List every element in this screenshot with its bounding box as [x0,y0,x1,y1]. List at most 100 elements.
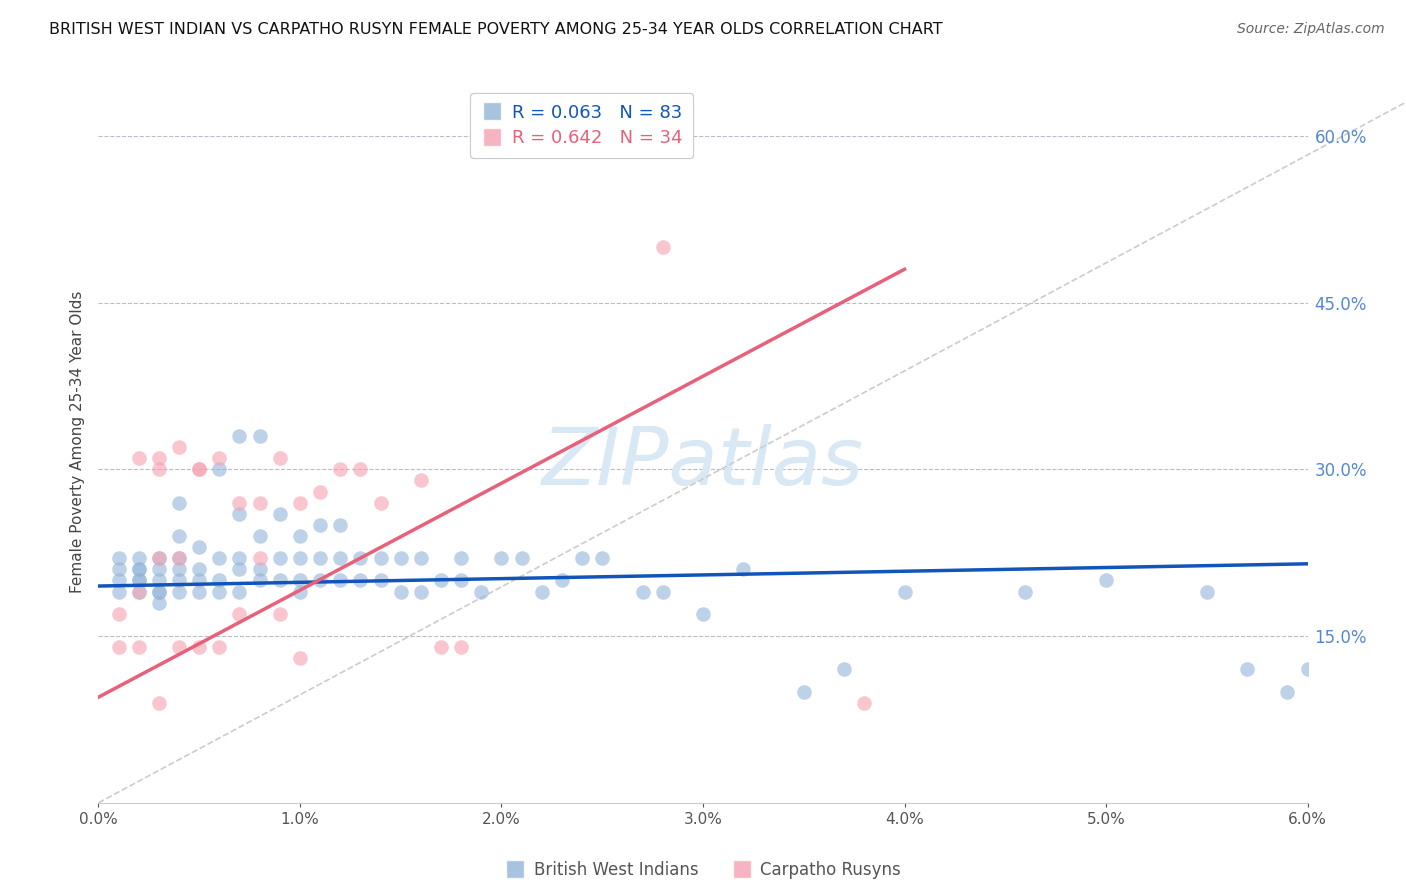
Point [430,640,453,655]
Point [288,551,311,566]
Point [148,596,170,610]
Point [631,584,654,599]
Point [228,607,250,621]
Point [269,451,291,466]
Point [269,551,291,566]
Point [208,451,231,466]
Point [1195,584,1218,599]
Point [148,574,170,588]
Point [249,429,271,443]
Point [450,574,472,588]
Point [793,684,815,698]
Point [208,640,231,655]
Point [409,584,432,599]
Point [309,574,332,588]
Point [329,462,352,476]
Point [167,440,190,454]
Point [107,562,129,576]
Point [228,507,250,521]
Point [370,551,392,566]
Point [128,640,150,655]
Point [208,551,231,566]
Point [167,640,190,655]
Point [107,574,129,588]
Point [148,584,170,599]
Point [167,496,190,510]
Point [288,651,311,665]
Point [692,607,714,621]
Point [128,574,150,588]
Point [329,551,352,566]
Point [288,584,311,599]
Point [128,562,150,576]
Point [1095,574,1118,588]
Point [510,551,533,566]
Point [167,551,190,566]
Point [370,574,392,588]
Point [228,429,250,443]
Point [167,584,190,599]
Point [349,574,371,588]
Point [228,584,250,599]
Point [853,696,876,710]
Point [269,607,291,621]
Point [128,584,150,599]
Point [733,562,755,576]
Point [370,496,392,510]
Point [188,462,211,476]
Point [269,507,291,521]
Point [128,574,150,588]
Point [148,462,170,476]
Point [893,584,915,599]
Point [530,584,553,599]
Point [1014,584,1036,599]
Point [167,574,190,588]
Point [571,551,593,566]
Point [148,696,170,710]
Point [107,584,129,599]
Point [148,551,170,566]
Text: Source: ZipAtlas.com: Source: ZipAtlas.com [1237,22,1385,37]
Point [491,551,513,566]
Point [128,562,150,576]
Point [470,584,492,599]
Text: BRITISH WEST INDIAN VS CARPATHO RUSYN FEMALE POVERTY AMONG 25-34 YEAR OLDS CORRE: BRITISH WEST INDIAN VS CARPATHO RUSYN FE… [49,22,943,37]
Point [329,574,352,588]
Point [228,551,250,566]
Point [208,462,231,476]
Point [107,640,129,655]
Point [249,529,271,543]
Point [430,574,453,588]
Point [167,529,190,543]
Point [288,574,311,588]
Point [188,584,211,599]
Point [349,462,371,476]
Point [409,474,432,488]
Point [188,462,211,476]
Point [389,584,412,599]
Point [409,551,432,566]
Point [249,496,271,510]
Point [651,240,673,254]
Point [148,551,170,566]
Point [128,451,150,466]
Point [309,551,332,566]
Point [188,540,211,554]
Y-axis label: Female Poverty Among 25-34 Year Olds: Female Poverty Among 25-34 Year Olds [69,291,84,592]
Point [249,562,271,576]
Point [832,662,855,676]
Point [188,574,211,588]
Point [148,584,170,599]
Point [128,551,150,566]
Point [591,551,613,566]
Point [208,574,231,588]
Point [208,584,231,599]
Point [389,551,412,566]
Point [148,562,170,576]
Point [107,551,129,566]
Point [329,517,352,532]
Point [167,551,190,566]
Point [309,484,332,499]
Point [167,562,190,576]
Point [107,607,129,621]
